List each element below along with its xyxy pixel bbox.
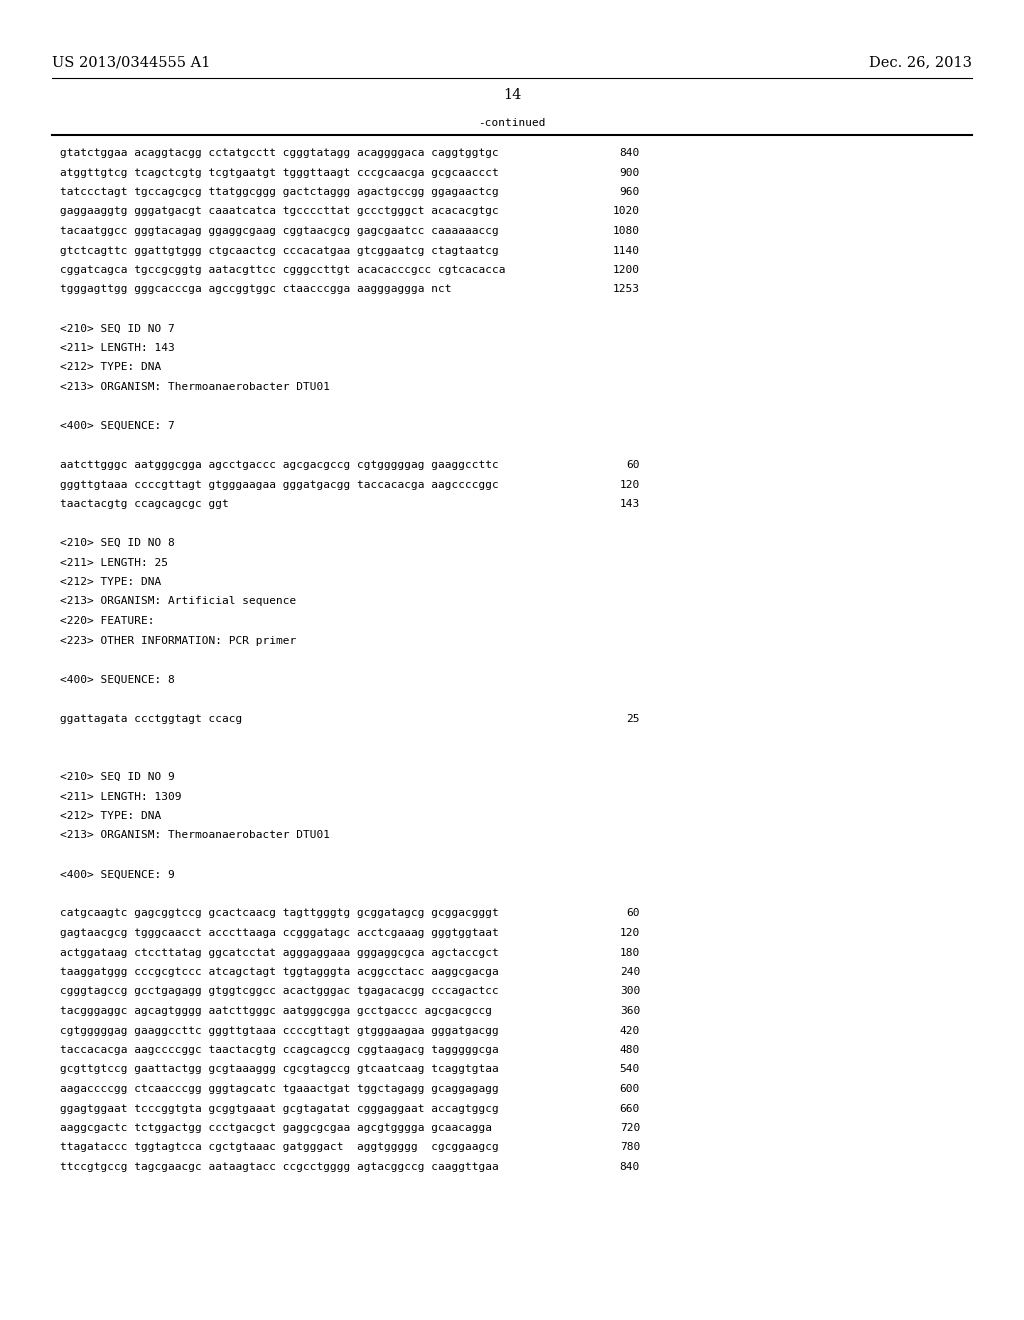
Text: <210> SEQ ID NO 7: <210> SEQ ID NO 7 bbox=[60, 323, 175, 334]
Text: cgtgggggag gaaggccttc gggttgtaaa ccccgttagt gtgggaagaa gggatgacgg: cgtgggggag gaaggccttc gggttgtaaa ccccgtt… bbox=[60, 1026, 499, 1035]
Text: ttagataccc tggtagtcca cgctgtaaac gatgggact  aggtggggg  cgcggaagcg: ttagataccc tggtagtcca cgctgtaaac gatggga… bbox=[60, 1143, 499, 1152]
Text: 1020: 1020 bbox=[613, 206, 640, 216]
Text: 780: 780 bbox=[620, 1143, 640, 1152]
Text: <213> ORGANISM: Thermoanaerobacter DTU01: <213> ORGANISM: Thermoanaerobacter DTU01 bbox=[60, 830, 330, 841]
Text: <400> SEQUENCE: 8: <400> SEQUENCE: 8 bbox=[60, 675, 175, 685]
Text: 360: 360 bbox=[620, 1006, 640, 1016]
Text: -continued: -continued bbox=[478, 117, 546, 128]
Text: 480: 480 bbox=[620, 1045, 640, 1055]
Text: <212> TYPE: DNA: <212> TYPE: DNA bbox=[60, 810, 161, 821]
Text: 60: 60 bbox=[627, 459, 640, 470]
Text: <213> ORGANISM: Artificial sequence: <213> ORGANISM: Artificial sequence bbox=[60, 597, 296, 606]
Text: ggattagata ccctggtagt ccacg: ggattagata ccctggtagt ccacg bbox=[60, 714, 243, 723]
Text: aaggcgactc tctggactgg ccctgacgct gaggcgcgaa agcgtgggga gcaacagga: aaggcgactc tctggactgg ccctgacgct gaggcgc… bbox=[60, 1123, 492, 1133]
Text: atggttgtcg tcagctcgtg tcgtgaatgt tgggttaagt cccgcaacga gcgcaaccct: atggttgtcg tcagctcgtg tcgtgaatgt tgggtta… bbox=[60, 168, 499, 177]
Text: tgggagttgg gggcacccga agccggtggc ctaacccgga aagggaggga nct: tgggagttgg gggcacccga agccggtggc ctaaccc… bbox=[60, 285, 452, 294]
Text: gggttgtaaa ccccgttagt gtgggaagaa gggatgacgg taccacacga aagccccggc: gggttgtaaa ccccgttagt gtgggaagaa gggatga… bbox=[60, 479, 499, 490]
Text: cggatcagca tgccgcggtg aatacgttcc cgggccttgt acacacccgcc cgtcacacca: cggatcagca tgccgcggtg aatacgttcc cgggcct… bbox=[60, 265, 506, 275]
Text: 720: 720 bbox=[620, 1123, 640, 1133]
Text: gtatctggaa acaggtacgg cctatgcctt cgggtatagg acaggggaca caggtggtgc: gtatctggaa acaggtacgg cctatgcctt cgggtat… bbox=[60, 148, 499, 158]
Text: 900: 900 bbox=[620, 168, 640, 177]
Text: 60: 60 bbox=[627, 908, 640, 919]
Text: <211> LENGTH: 25: <211> LENGTH: 25 bbox=[60, 557, 168, 568]
Text: actggataag ctccttatag ggcatcctat agggaggaaa gggaggcgca agctaccgct: actggataag ctccttatag ggcatcctat agggagg… bbox=[60, 948, 499, 957]
Text: 1253: 1253 bbox=[613, 285, 640, 294]
Text: 840: 840 bbox=[620, 148, 640, 158]
Text: tacgggaggc agcagtgggg aatcttgggc aatgggcgga gcctgaccc agcgacgccg: tacgggaggc agcagtgggg aatcttgggc aatgggc… bbox=[60, 1006, 492, 1016]
Text: 180: 180 bbox=[620, 948, 640, 957]
Text: 120: 120 bbox=[620, 928, 640, 939]
Text: 1080: 1080 bbox=[613, 226, 640, 236]
Text: 600: 600 bbox=[620, 1084, 640, 1094]
Text: <211> LENGTH: 143: <211> LENGTH: 143 bbox=[60, 343, 175, 352]
Text: ttccgtgccg tagcgaacgc aataagtacc ccgcctgggg agtacggccg caaggttgaa: ttccgtgccg tagcgaacgc aataagtacc ccgcctg… bbox=[60, 1162, 499, 1172]
Text: <400> SEQUENCE: 7: <400> SEQUENCE: 7 bbox=[60, 421, 175, 432]
Text: gagtaacgcg tgggcaacct acccttaaga ccgggatagc acctcgaaag gggtggtaat: gagtaacgcg tgggcaacct acccttaaga ccgggat… bbox=[60, 928, 499, 939]
Text: ggagtggaat tcccggtgta gcggtgaaat gcgtagatat cgggaggaat accagtggcg: ggagtggaat tcccggtgta gcggtgaaat gcgtaga… bbox=[60, 1104, 499, 1114]
Text: <212> TYPE: DNA: <212> TYPE: DNA bbox=[60, 363, 161, 372]
Text: taactacgtg ccagcagcgc ggt: taactacgtg ccagcagcgc ggt bbox=[60, 499, 228, 510]
Text: 25: 25 bbox=[627, 714, 640, 723]
Text: gtctcagttc ggattgtggg ctgcaactcg cccacatgaa gtcggaatcg ctagtaatcg: gtctcagttc ggattgtggg ctgcaactcg cccacat… bbox=[60, 246, 499, 256]
Text: taaggatggg cccgcgtccc atcagctagt tggtagggta acggcctacc aaggcgacga: taaggatggg cccgcgtccc atcagctagt tggtagg… bbox=[60, 968, 499, 977]
Text: <212> TYPE: DNA: <212> TYPE: DNA bbox=[60, 577, 161, 587]
Text: <223> OTHER INFORMATION: PCR primer: <223> OTHER INFORMATION: PCR primer bbox=[60, 635, 296, 645]
Text: 1200: 1200 bbox=[613, 265, 640, 275]
Text: <210> SEQ ID NO 8: <210> SEQ ID NO 8 bbox=[60, 539, 175, 548]
Text: 240: 240 bbox=[620, 968, 640, 977]
Text: <211> LENGTH: 1309: <211> LENGTH: 1309 bbox=[60, 792, 181, 801]
Text: cgggtagccg gcctgagagg gtggtcggcc acactgggac tgagacacgg cccagactcc: cgggtagccg gcctgagagg gtggtcggcc acactgg… bbox=[60, 986, 499, 997]
Text: <400> SEQUENCE: 9: <400> SEQUENCE: 9 bbox=[60, 870, 175, 879]
Text: 840: 840 bbox=[620, 1162, 640, 1172]
Text: gcgttgtccg gaattactgg gcgtaaaggg cgcgtagccg gtcaatcaag tcaggtgtaa: gcgttgtccg gaattactgg gcgtaaaggg cgcgtag… bbox=[60, 1064, 499, 1074]
Text: taccacacga aagccccggc taactacgtg ccagcagccg cggtaagacg tagggggcga: taccacacga aagccccggc taactacgtg ccagcag… bbox=[60, 1045, 499, 1055]
Text: 540: 540 bbox=[620, 1064, 640, 1074]
Text: aatcttgggc aatgggcgga agcctgaccc agcgacgccg cgtgggggag gaaggccttc: aatcttgggc aatgggcgga agcctgaccc agcgacg… bbox=[60, 459, 499, 470]
Text: 143: 143 bbox=[620, 499, 640, 510]
Text: <220> FEATURE:: <220> FEATURE: bbox=[60, 616, 155, 626]
Text: 120: 120 bbox=[620, 479, 640, 490]
Text: <210> SEQ ID NO 9: <210> SEQ ID NO 9 bbox=[60, 772, 175, 781]
Text: tacaatggcc gggtacagag ggaggcgaag cggtaacgcg gagcgaatcc caaaaaaccg: tacaatggcc gggtacagag ggaggcgaag cggtaac… bbox=[60, 226, 499, 236]
Text: aagaccccgg ctcaacccgg gggtagcatc tgaaactgat tggctagagg gcaggagagg: aagaccccgg ctcaacccgg gggtagcatc tgaaact… bbox=[60, 1084, 499, 1094]
Text: gaggaaggtg gggatgacgt caaatcatca tgccccttat gccctgggct acacacgtgc: gaggaaggtg gggatgacgt caaatcatca tgcccct… bbox=[60, 206, 499, 216]
Text: tatccctagt tgccagcgcg ttatggcggg gactctaggg agactgccgg ggagaactcg: tatccctagt tgccagcgcg ttatggcggg gactcta… bbox=[60, 187, 499, 197]
Text: 1140: 1140 bbox=[613, 246, 640, 256]
Text: 420: 420 bbox=[620, 1026, 640, 1035]
Text: 960: 960 bbox=[620, 187, 640, 197]
Text: <213> ORGANISM: Thermoanaerobacter DTU01: <213> ORGANISM: Thermoanaerobacter DTU01 bbox=[60, 381, 330, 392]
Text: Dec. 26, 2013: Dec. 26, 2013 bbox=[869, 55, 972, 69]
Text: 300: 300 bbox=[620, 986, 640, 997]
Text: 660: 660 bbox=[620, 1104, 640, 1114]
Text: US 2013/0344555 A1: US 2013/0344555 A1 bbox=[52, 55, 210, 69]
Text: catgcaagtc gagcggtccg gcactcaacg tagttgggtg gcggatagcg gcggacgggt: catgcaagtc gagcggtccg gcactcaacg tagttgg… bbox=[60, 908, 499, 919]
Text: 14: 14 bbox=[503, 88, 521, 102]
